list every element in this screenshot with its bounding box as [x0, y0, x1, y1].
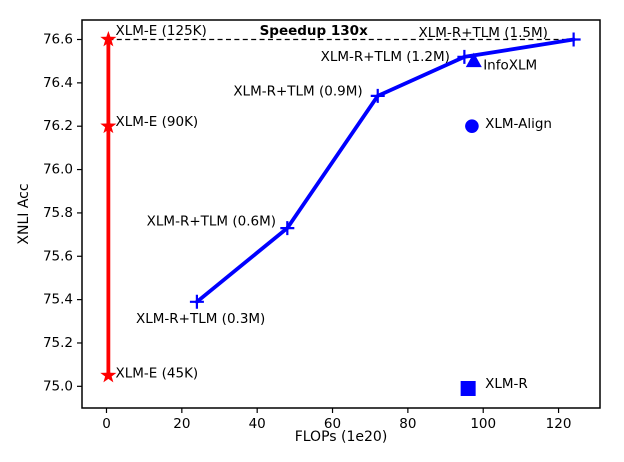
- scatter-infoxlm: [465, 52, 482, 68]
- x-tick-label: 40: [249, 416, 266, 432]
- annotation-infoxlm: InfoXLM: [483, 58, 537, 74]
- plot-border: [81, 19, 601, 409]
- y-axis-label: XNLI Acc: [16, 183, 32, 245]
- data-point-marker: [100, 31, 117, 47]
- data-point-marker: [566, 32, 581, 47]
- y-tick-label: 75.0: [43, 378, 73, 394]
- y-tick-label: 75.8: [43, 205, 73, 221]
- x-axis-label: FLOPs (1e20): [294, 429, 388, 445]
- y-tick-label: 76.6: [43, 32, 73, 48]
- x-tick-label: 100: [470, 416, 496, 432]
- scatter-xlm-r: [460, 380, 476, 396]
- annotation-xlm-r-tlm-1-5m-: XLM-R+TLM (1.5M): [419, 25, 548, 41]
- data-point-marker: [100, 117, 117, 134]
- y-tick-label: 75.6: [43, 248, 73, 264]
- scatter-xlm-align: [465, 119, 479, 134]
- annotation-xlm-r-tlm-0-9m-: XLM-R+TLM (0.9M): [233, 84, 362, 100]
- annotation-xlm-e-45k-: XLM-E (45K): [116, 365, 199, 381]
- y-tick-label: 75.4: [43, 292, 73, 308]
- y-tick-label: 76.0: [43, 162, 73, 178]
- annotation-xlm-e-90k-: XLM-E (90K): [116, 114, 199, 130]
- x-tick-label: 20: [173, 416, 190, 432]
- annotation-xlm-r-tlm-1-2m-: XLM-R+TLM (1.2M): [321, 49, 450, 65]
- x-tick-label: 60: [324, 416, 341, 432]
- annotation-xlm-r-tlm-0-3m-: XLM-R+TLM (0.3M): [136, 311, 265, 327]
- annotation-xlm-r: XLM-R: [485, 376, 528, 392]
- y-tick-label: 75.2: [43, 335, 73, 351]
- data-point-marker: [280, 221, 295, 236]
- x-tick-label: 80: [399, 416, 416, 432]
- annotation-xlm-r-tlm-0-6m-: XLM-R+TLM (0.6M): [147, 214, 276, 230]
- data-point-marker: [100, 366, 117, 383]
- series-line-xlm-r-tlm: [194, 37, 576, 304]
- annotation-xlm-e-125k-: XLM-E (125K): [116, 23, 207, 39]
- x-tick-label: 120: [546, 416, 572, 432]
- annotation-speedup-130x: Speedup 130x: [260, 23, 369, 39]
- annotation-xlm-align: XLM-Align: [485, 116, 552, 132]
- y-tick-label: 76.4: [43, 75, 73, 91]
- x-tick-label: 0: [102, 416, 111, 432]
- y-tick-label: 76.2: [43, 118, 73, 134]
- data-point-marker: [457, 49, 472, 64]
- data-point-marker: [189, 294, 204, 309]
- data-point-marker: [370, 88, 385, 103]
